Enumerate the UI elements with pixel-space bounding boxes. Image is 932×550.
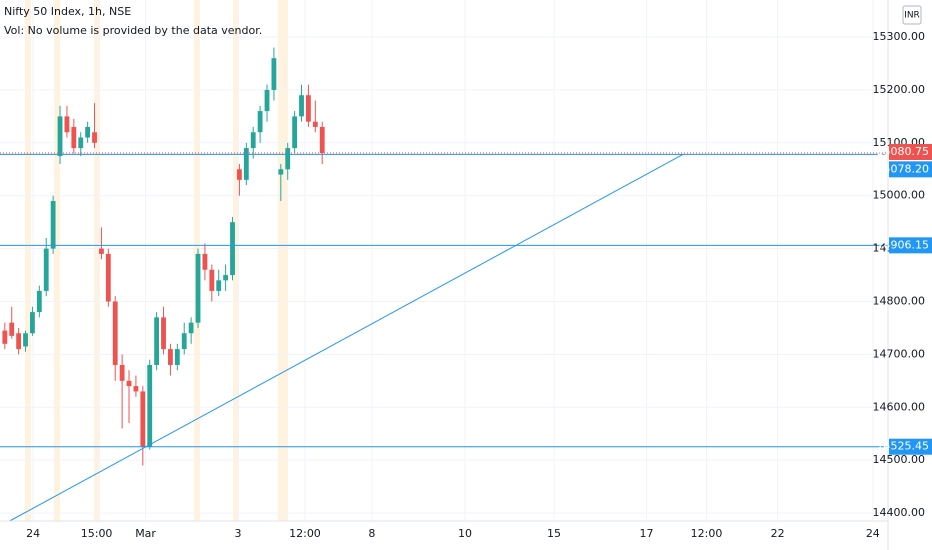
x-tick-label: 12:00 <box>691 527 723 540</box>
session-band <box>233 0 239 521</box>
candle-body <box>64 116 70 133</box>
x-tick-label: 24 <box>866 527 880 540</box>
candle-body <box>119 364 125 381</box>
candle-body <box>126 380 132 387</box>
candle-body <box>50 200 56 249</box>
session-band <box>278 0 288 521</box>
candle-body <box>216 280 222 291</box>
x-tick-label: 17 <box>640 527 654 540</box>
candle-body <box>168 349 173 365</box>
candle-body <box>112 301 118 365</box>
candle-body <box>71 126 77 149</box>
level-label-box <box>889 237 932 254</box>
candle-body <box>2 330 8 344</box>
candle-body <box>306 95 311 122</box>
level-label: 14906.15 <box>877 238 930 251</box>
candle-body <box>36 290 42 313</box>
session-band <box>25 0 31 521</box>
candle-body <box>30 312 35 334</box>
level-label-box <box>889 438 932 455</box>
candle-body <box>92 132 97 143</box>
candle-body <box>9 322 15 336</box>
x-tick-label: 22 <box>771 527 785 540</box>
grid <box>0 0 888 521</box>
y-tick-label: 14800.00 <box>873 294 926 307</box>
candle-body <box>292 116 298 149</box>
currency-button[interactable] <box>902 5 922 25</box>
level-label: 14525.45 <box>877 440 930 453</box>
candle-body <box>99 248 104 254</box>
candle-body <box>271 58 277 90</box>
candle-body <box>174 349 180 365</box>
y-tick-label: 15300.00 <box>873 30 926 43</box>
candle-body <box>23 333 28 347</box>
candle-body <box>257 111 263 133</box>
x-tick-label: 15:00 <box>81 527 113 540</box>
candle-body <box>105 253 111 302</box>
candle-body <box>312 121 318 127</box>
candle-body <box>16 333 22 350</box>
candle-body <box>85 126 91 138</box>
candle-body <box>202 253 208 270</box>
candle-body <box>237 169 242 180</box>
chart-subtitle: Vol: No volume is provided by the data v… <box>4 24 262 37</box>
candle-body <box>147 364 153 447</box>
candle-body <box>264 89 270 112</box>
candle-body <box>154 317 160 365</box>
candle-body <box>278 169 284 175</box>
candle-body <box>230 222 235 276</box>
x-tick-label: 10 <box>458 527 472 540</box>
candle-body <box>299 95 304 117</box>
candle-body <box>140 391 146 447</box>
x-tick-label: Mar <box>135 527 156 540</box>
last-price-label: 15080.75 <box>877 145 930 158</box>
x-tick-label: 15 <box>547 527 561 540</box>
x-tick-label: 3 <box>235 527 242 540</box>
session-bands <box>25 0 288 521</box>
candle-body <box>181 333 187 350</box>
candle-body <box>43 248 49 291</box>
y-tick-label: 15000.00 <box>873 189 926 202</box>
candle-body <box>223 275 229 281</box>
candle-body <box>285 148 291 170</box>
plot <box>0 47 888 522</box>
level-label: 15078.20 <box>877 162 930 175</box>
trend-line <box>9 153 684 522</box>
y-tick-label: 14400.00 <box>873 506 926 519</box>
candle-body <box>195 253 201 323</box>
y-tick-label: 14500.00 <box>873 453 926 466</box>
x-tick-label: 12:00 <box>289 527 321 540</box>
x-tick-label: 8 <box>368 527 375 540</box>
x-tick-label: 24 <box>26 527 40 540</box>
y-tick-label: 15200.00 <box>873 83 926 96</box>
currency-label[interactable]: INR <box>904 11 920 21</box>
y-tick-label: 14700.00 <box>873 347 926 360</box>
candle-body <box>243 148 249 180</box>
chart-title: Nifty 50 Index, 1h, NSE <box>4 5 131 18</box>
axes: 14400.00 14500.00 14600.00 14700.00 14800.00… <box>26 30 932 540</box>
candle-body <box>57 116 63 157</box>
candle-body <box>250 132 256 149</box>
y-tick-label: 14600.00 <box>873 400 926 413</box>
candle-body <box>188 322 194 334</box>
session-band <box>54 0 60 521</box>
last-price-label-box <box>889 143 932 160</box>
candle-body <box>133 386 139 392</box>
candle-body <box>78 137 84 149</box>
candle-body <box>161 317 166 350</box>
candle-body <box>319 126 325 153</box>
candle-body <box>209 269 215 291</box>
level-label-box <box>889 161 932 178</box>
